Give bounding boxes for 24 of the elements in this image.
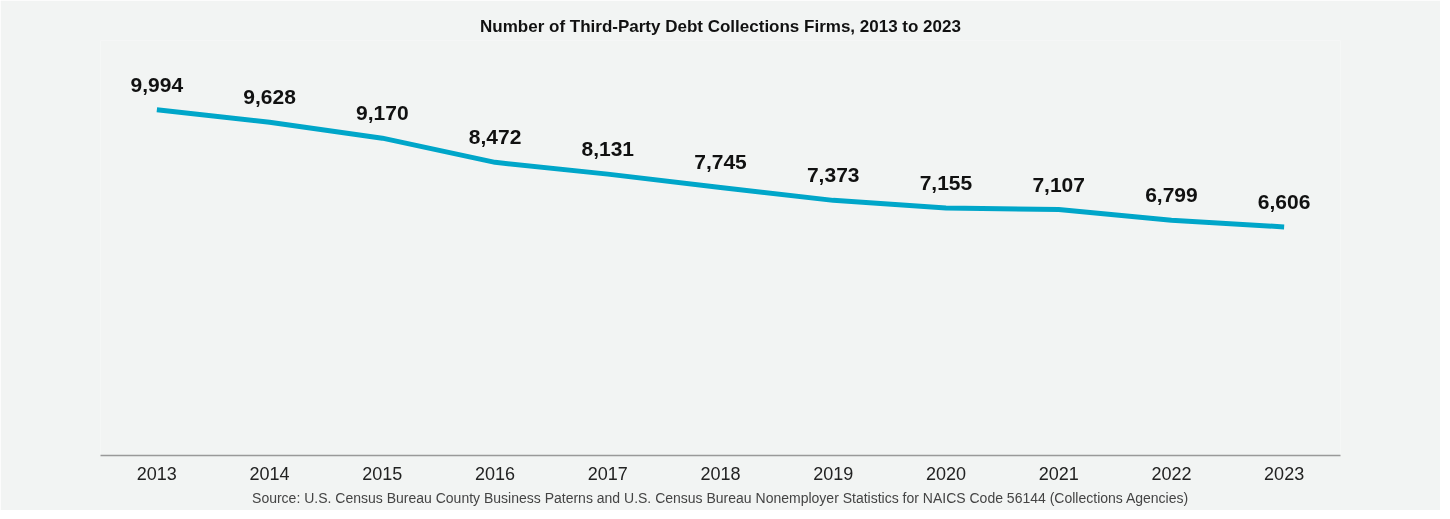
data-label: 6,606 — [1257, 189, 1311, 213]
x-tick-label: 2014 — [249, 463, 290, 484]
data-label: 9,994 — [130, 72, 184, 96]
data-label: 6,799 — [1145, 183, 1198, 207]
data-label: 9,170 — [356, 101, 409, 125]
x-tick-label: 2015 — [362, 463, 403, 484]
x-tick-label: 2013 — [136, 463, 177, 484]
data-label: 7,107 — [1032, 172, 1085, 196]
source-note: Source: U.S. Census Bureau County Business Paterns and U.S. Census Bureau Nonemployer Statistics for NAICS Code 56144 (Collections Agencies) — [252, 489, 1189, 506]
data-label: 7,155 — [919, 170, 973, 194]
x-tick-label: 2020 — [925, 463, 966, 484]
data-label: 7,373 — [806, 163, 860, 187]
x-tick-label: 2021 — [1038, 463, 1079, 484]
x-tick-label: 2018 — [700, 463, 741, 484]
data-label: 9,628 — [243, 85, 297, 109]
chart-title: Number of Third-Party Debt Collections Firms, 2013 to 2023 — [480, 16, 961, 36]
x-tick-label: 2019 — [813, 463, 854, 484]
x-tick-label: 2023 — [1264, 463, 1305, 484]
data-label: 8,131 — [581, 137, 635, 161]
x-tick-label: 2017 — [587, 463, 628, 484]
data-label: 7,745 — [694, 150, 748, 174]
x-tick-label: 2016 — [475, 463, 516, 484]
x-tick-label: 2022 — [1151, 463, 1192, 484]
data-label: 8,472 — [468, 125, 522, 149]
